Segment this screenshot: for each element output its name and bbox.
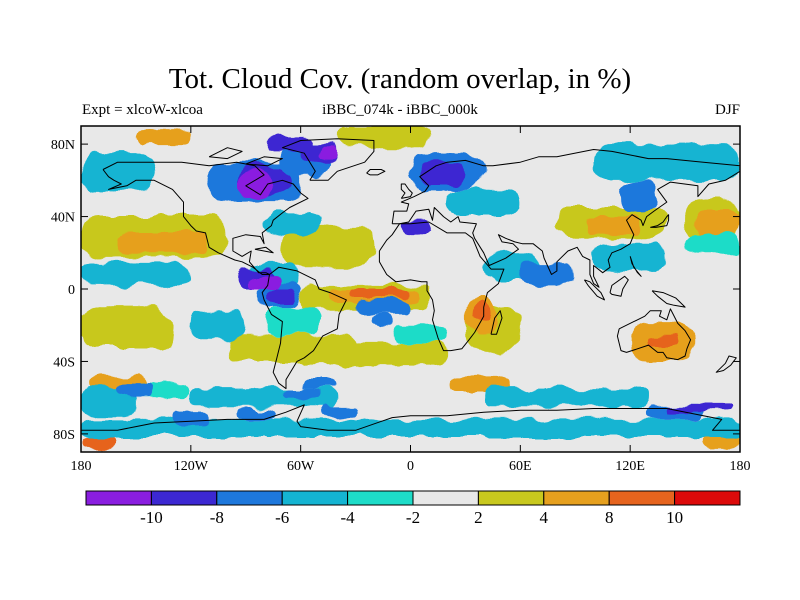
contour-region-45 (264, 136, 310, 152)
contour-region-22 (135, 129, 191, 145)
contour-region-36 (81, 419, 740, 438)
contour-region-53 (621, 180, 658, 213)
coastline-9 (650, 214, 670, 228)
contour-region-61 (249, 274, 279, 289)
contour-region-59 (282, 388, 319, 398)
contour-region-65 (300, 379, 338, 389)
coastline-2 (281, 138, 375, 181)
chart-title: Tot. Cloud Cov. (random overlap, in %) (168, 63, 632, 95)
colorbar-box-6 (477, 490, 545, 506)
y-tick-label-3: 40S (53, 355, 75, 370)
coastline-7 (366, 169, 386, 176)
colorbar-box-3 (281, 490, 349, 506)
coastline-8 (81, 404, 740, 431)
colorbar-box-4 (347, 490, 414, 506)
x-tick-label-4: 60E (509, 459, 532, 474)
contour-region-63 (318, 147, 338, 159)
contour-region-26 (685, 234, 740, 253)
x-tick-label-1: 120W (174, 459, 209, 474)
contour-region-54 (117, 383, 155, 398)
contour-region-27 (81, 261, 191, 286)
coastline-4 (391, 149, 740, 288)
y-tick-label-2: 0 (68, 283, 75, 298)
colorbar-label-6: 4 (540, 508, 549, 527)
contour-region-39 (264, 307, 319, 335)
x-tick-label-2: 60W (287, 459, 315, 474)
coastline-3 (378, 221, 505, 352)
contour-region-50 (355, 299, 411, 315)
colorbar-box-5 (412, 490, 479, 506)
y-tick-label-1: 40N (51, 211, 75, 226)
x-tick-label-5: 120E (615, 459, 645, 474)
contour-region-37 (447, 189, 521, 217)
colorbar-box-2 (216, 490, 283, 506)
contour-region-55 (172, 412, 210, 425)
coastline-12 (651, 290, 686, 308)
coastline-16 (208, 147, 243, 160)
y-tick-label-4: 80S (53, 428, 75, 443)
colorbar-box-9 (674, 490, 741, 506)
contour-region-40 (392, 325, 448, 344)
y-tick-label-0: 80N (51, 138, 75, 153)
x-tick-label-0: 180 (71, 459, 92, 474)
contour-region-62 (236, 171, 274, 199)
coastline-1 (261, 266, 347, 390)
colorbar-label-3: -4 (341, 508, 356, 527)
coastline-10 (583, 279, 605, 301)
contour-region-6 (584, 216, 640, 235)
x-tick-label-3: 0 (407, 459, 414, 474)
contour-region-21 (300, 343, 448, 366)
colorbar-label-5: 2 (474, 508, 483, 527)
contour-region-20 (81, 437, 118, 449)
coastline-11 (609, 275, 629, 297)
colorbar: -10 -8 -6 -4 -2 2 4 8 10 (85, 490, 741, 527)
contour-region-2 (117, 231, 210, 253)
subtitle-runs: iBBC_074k - iBBC_000k (322, 102, 478, 118)
contour-region-51 (373, 314, 393, 326)
colorbar-label-4: -2 (406, 508, 420, 527)
coastline-17 (629, 256, 642, 277)
contour-region-56 (236, 408, 274, 420)
coastline-14 (715, 355, 737, 373)
coastline-5 (616, 308, 692, 361)
colorbar-label-1: -8 (210, 508, 224, 527)
contour-region-38 (264, 212, 319, 235)
colorbar-label-8: 10 (666, 508, 683, 527)
coastline-13 (490, 310, 503, 335)
colorbar-box-1 (150, 490, 218, 506)
contour-region-14 (346, 289, 411, 299)
contour-region-49 (267, 289, 298, 304)
coastlines (81, 138, 740, 431)
colorbar-box-0 (85, 490, 152, 506)
contour-region-1 (282, 227, 374, 268)
colorbar-label-0: -10 (140, 508, 163, 527)
colorbar-box-8 (608, 490, 676, 506)
contour-region-52 (520, 263, 576, 286)
contour-region-32 (190, 310, 246, 340)
coastline-18 (254, 246, 274, 254)
colorbar-label-2: -6 (275, 508, 289, 527)
contour-region-25 (593, 144, 740, 181)
contour-region-24 (81, 153, 155, 190)
contour-region-16 (648, 334, 682, 347)
contour-region-7 (81, 307, 173, 347)
colorbar-label-7: 8 (605, 508, 614, 527)
contour-region-47 (419, 162, 466, 184)
subtitle-season: DJF (714, 102, 740, 118)
contour-region-66 (666, 404, 731, 413)
contour-region-57 (318, 404, 356, 416)
colorbar-box-7 (543, 490, 610, 506)
contour-region-30 (483, 388, 649, 407)
x-tick-label-6: 180 (730, 459, 751, 474)
subtitle-experiment: Expt = xlcoW-xlcoa (82, 102, 203, 118)
coastline-6 (400, 183, 413, 199)
coastline-0 (102, 161, 309, 275)
contour-region-4 (694, 207, 740, 239)
contour-region-10 (472, 303, 492, 322)
axis-ticks: 180 120W 60W 0 60E 120E 180 80N 40N 0 40S 80S (51, 126, 751, 474)
contour-region-23 (337, 126, 429, 148)
coastline-15 (245, 156, 283, 167)
contour-field (81, 126, 740, 449)
